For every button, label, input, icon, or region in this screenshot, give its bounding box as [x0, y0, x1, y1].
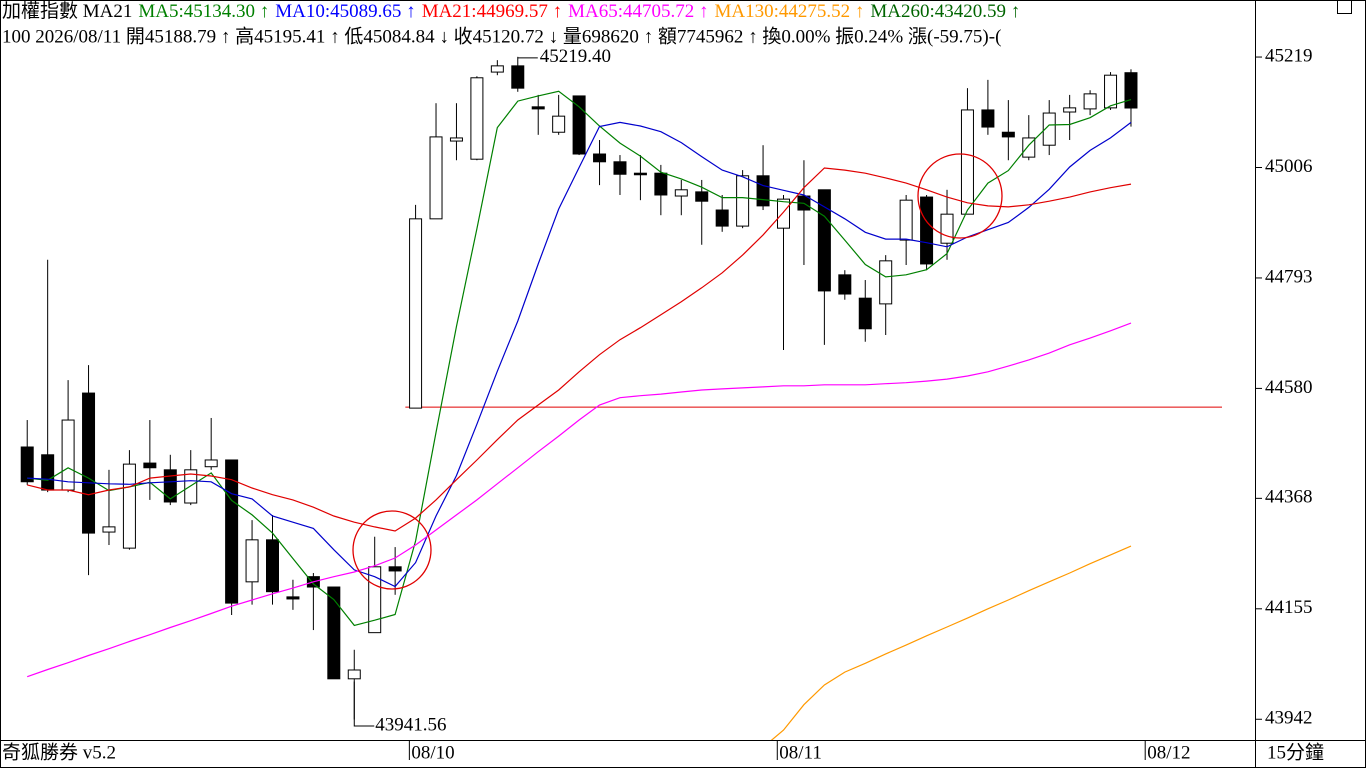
candle-body: [777, 198, 790, 229]
candle-body: [388, 566, 402, 572]
header-item: 加權指數 MA21: [2, 0, 132, 22]
candle-body: [715, 209, 729, 227]
candle-body: [490, 65, 504, 73]
y-tick-label: 45219: [1265, 45, 1313, 66]
candle-body: [143, 462, 157, 469]
ma-line: [770, 545, 1132, 740]
candle-body: [409, 218, 423, 409]
header-item: MA260:43420.59 ↑: [870, 1, 1020, 22]
candle-body: [1104, 74, 1118, 109]
candle-body: [695, 191, 709, 202]
candle-body: [511, 65, 525, 89]
candle-body: [1042, 112, 1056, 146]
header-line-1: 加權指數 MA21 MA5:45134.30 ↑ MA10:45089.65 ↑ MA…: [2, 0, 1020, 22]
ma-line: [27, 167, 1132, 532]
candle-body: [470, 77, 484, 160]
candle-body: [347, 669, 361, 680]
period: 15分鐘: [1267, 741, 1324, 763]
candle-body: [61, 419, 75, 491]
date-label: 08/12: [1147, 742, 1190, 763]
brand: 奇狐勝券 v5.2: [2, 741, 116, 763]
header-item: MA65:44705.72 ↑: [568, 1, 708, 22]
candle-body: [245, 539, 259, 583]
candle-body: [879, 260, 893, 305]
candle-body: [593, 153, 607, 163]
candle-body: [1124, 72, 1138, 109]
candle-body: [981, 109, 995, 128]
candle-body: [286, 596, 300, 600]
candle-body: [960, 109, 974, 215]
header-item: MA130:44275.52 ↑: [715, 1, 865, 22]
candle-body: [429, 136, 443, 220]
candle-body: [899, 199, 913, 241]
ma-line: [27, 322, 1132, 678]
candle-body: [940, 213, 954, 244]
y-tick-label: 44368: [1265, 487, 1313, 508]
y-tick-label: 44793: [1265, 266, 1313, 287]
candle-body: [1001, 131, 1015, 138]
candle-body: [654, 172, 668, 196]
candle-body: [266, 539, 279, 593]
candle-body: [449, 137, 463, 142]
y-tick-label: 44580: [1265, 377, 1313, 398]
candle-body: [756, 175, 770, 207]
candle-body: [41, 454, 55, 491]
annotation-label: 45219.40: [540, 46, 611, 67]
candle-body: [163, 469, 177, 503]
candle-body: [204, 459, 218, 468]
annotation-leader: [353, 681, 375, 727]
candle-body: [327, 586, 341, 680]
annotation-label: 43941.56: [375, 714, 446, 735]
candle-body: [838, 274, 852, 295]
candle-body: [920, 196, 934, 265]
header-item: MA21:44969.57 ↑: [422, 1, 562, 22]
candle-body: [817, 189, 831, 292]
candle-body: [736, 175, 750, 227]
candle-body: [531, 106, 545, 110]
plot: [20, 56, 1222, 740]
y-tick-label: 45006: [1265, 156, 1313, 177]
candle-body: [858, 297, 872, 330]
candle-body: [20, 446, 34, 483]
overlay: 45219 45006 44793 44580 44368 44155 43942 08/10…: [353, 45, 1313, 763]
candle-body: [102, 526, 116, 533]
date-label: 08/11: [779, 742, 822, 763]
candle-body: [613, 161, 627, 175]
y-tick-label: 43942: [1265, 708, 1313, 729]
candle-body: [674, 189, 688, 197]
ma-line: [27, 121, 1132, 588]
header-line-2: 100 2026/08/11 開45188.79 ↑ 高45195.41 ↑ 低…: [2, 25, 1001, 47]
header-item: MA10:45089.65 ↑: [275, 1, 415, 22]
date-label: 08/10: [411, 742, 454, 763]
highlight-circle: [917, 153, 1003, 239]
candle-body: [1083, 93, 1097, 110]
candle-body: [633, 172, 647, 176]
candle-body: [122, 463, 136, 549]
candle-body: [1063, 107, 1077, 113]
candle-body: [552, 115, 566, 133]
window-button[interactable]: [1337, 0, 1352, 14]
candle-body: [572, 95, 586, 155]
highlight-circle: [352, 510, 432, 590]
y-tick-label: 44155: [1265, 597, 1313, 618]
candle-body: [82, 392, 96, 534]
header-item: MA5:45134.30 ↑: [138, 1, 269, 22]
ma-line: [27, 90, 1132, 627]
